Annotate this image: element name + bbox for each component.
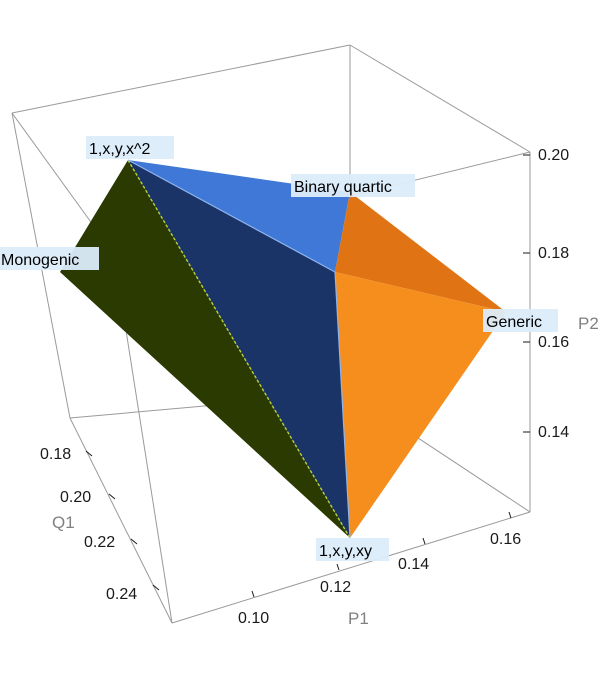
vertex-label-binary-quartic: Binary quartic <box>291 174 415 197</box>
face-orange <box>335 272 506 538</box>
p2-axis-label: P2 <box>578 314 599 333</box>
p1-tick-label: 0.12 <box>320 579 351 596</box>
tick-mark <box>251 590 255 598</box>
q1-axis <box>85 450 160 591</box>
q1-tick-label: 0.24 <box>106 586 137 603</box>
edge-highlight <box>127 159 351 539</box>
p2-tick-label: 0.18 <box>538 245 569 262</box>
q1-tick-label: 0.20 <box>60 489 91 506</box>
svg-text:1,x,y,x^2: 1,x,y,x^2 <box>89 141 151 158</box>
tick-mark <box>508 511 512 519</box>
tick-mark <box>85 450 93 457</box>
p1-tick-label: 0.14 <box>398 556 429 573</box>
p1-tick-label: 0.10 <box>238 610 269 627</box>
vertex-label-1xyxy: 1,x,y,xy <box>316 538 389 561</box>
vertex-label-generic: Generic <box>483 309 558 332</box>
edge-highlight <box>334 271 351 539</box>
p1-axis <box>251 511 512 598</box>
box-edge <box>349 44 531 153</box>
p1-axis-label: P1 <box>348 609 369 628</box>
vertex-label-1xyx2: 1,x,y,x^2 <box>86 136 174 159</box>
svg-text:Binary quartic: Binary quartic <box>294 179 392 196</box>
polyhedron-faces <box>60 159 506 539</box>
svg-text:Monogenic: Monogenic <box>1 252 79 269</box>
p2-tick-label: 0.14 <box>538 424 569 441</box>
box-edge <box>11 44 351 114</box>
tick-mark <box>422 537 426 545</box>
q1-tick-label: 0.22 <box>84 534 115 551</box>
tick-mark <box>152 584 160 591</box>
box-edge <box>171 511 531 624</box>
p1-tick-label: 0.16 <box>490 531 521 548</box>
q1-axis-label: Q1 <box>52 513 75 532</box>
face-navy <box>128 160 350 538</box>
tick-mark <box>336 563 340 571</box>
edge-highlight <box>127 159 336 273</box>
q1-tick-label: 0.18 <box>40 446 71 463</box>
svg-text:1,x,y,xy: 1,x,y,xy <box>319 543 372 560</box>
p2-tick-label: 0.20 <box>538 147 569 164</box>
tick-mark <box>108 493 116 500</box>
svg-text:Generic: Generic <box>486 314 542 331</box>
p2-axis <box>523 154 530 433</box>
face-olive <box>60 160 350 538</box>
tick-mark <box>130 538 138 545</box>
vertex-label-monogenic: Monogenic <box>0 247 99 270</box>
p2-tick-label: 0.16 <box>538 334 569 351</box>
